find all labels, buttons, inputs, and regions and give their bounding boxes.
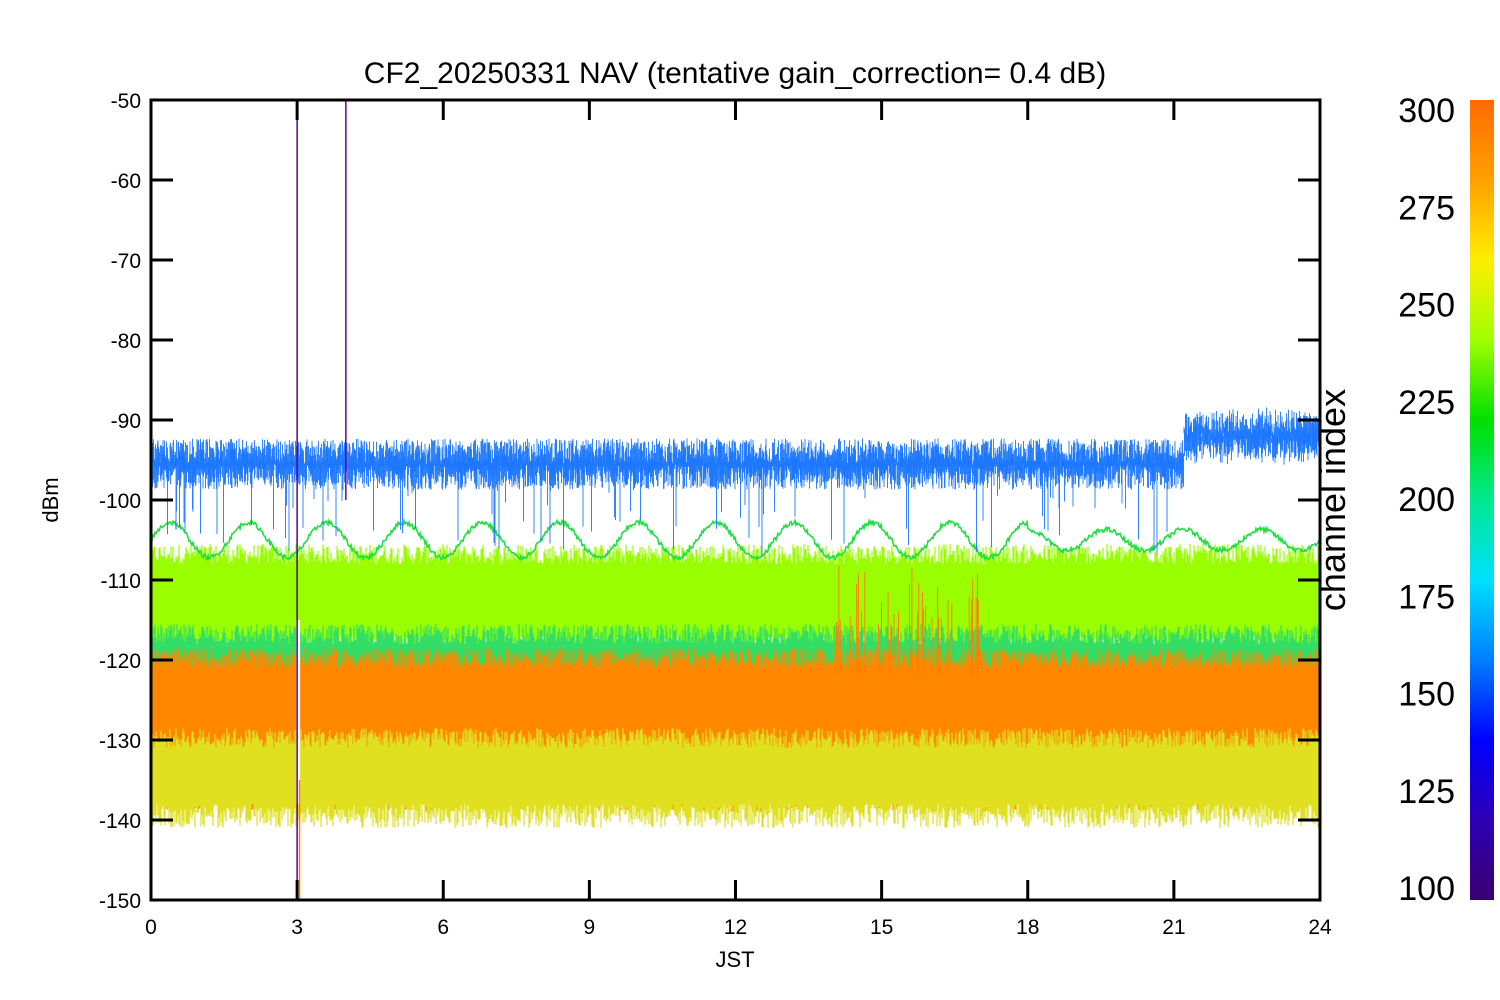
y-tick-label: -70 (111, 250, 141, 273)
y-axis: -50 -60 -70 -80 -90 -100 -110 -120 -130 -140 -150 (99, 90, 1320, 913)
colorbar-tick-label: 125 (1398, 773, 1455, 811)
x-axis: 0 3 6 9 12 15 18 21 24 (145, 100, 1332, 939)
x-tick-label: 12 (724, 916, 747, 939)
series-ch255-band (151, 544, 1320, 660)
colorbar-tick-label: 175 (1398, 578, 1455, 616)
x-tick-label: 18 (1016, 916, 1039, 939)
colorbar (1470, 100, 1494, 900)
x-tick-label: 0 (145, 916, 157, 939)
x-tick-label: 15 (870, 916, 893, 939)
series-ch230 (151, 728, 1320, 828)
x-axis-label: JST (715, 947, 754, 972)
y-tick-label: -60 (111, 170, 141, 193)
y-axis-label: dBm (38, 477, 63, 522)
x-tick-label: 6 (437, 916, 449, 939)
colorbar-tick-label: 300 (1398, 92, 1455, 130)
colorbar-tick-label: 200 (1398, 481, 1455, 519)
y-tick-label: -90 (111, 410, 141, 433)
colorbar-tick-label: 225 (1398, 384, 1455, 422)
y-tick-label: -100 (99, 490, 141, 513)
data-gap (296, 620, 301, 804)
y-tick-label: -130 (99, 730, 141, 753)
colorbar-axis: 300 275 250 225 200 175 150 125 100 (1398, 92, 1455, 908)
y-tick-label: -120 (99, 650, 141, 673)
x-tick-label: 24 (1308, 916, 1332, 939)
series-ch230-band (151, 728, 1320, 828)
colorbar-tick-label: 150 (1398, 676, 1455, 714)
x-tick-label: 3 (291, 916, 303, 939)
y-tick-label: -50 (111, 90, 141, 113)
plot-area (151, 100, 1320, 900)
series-ch255 (151, 544, 1320, 660)
colorbar-tick-label: 275 (1398, 189, 1455, 227)
y-tick-label: -110 (101, 570, 141, 593)
colorbar-tick-label: 250 (1398, 287, 1455, 325)
chart-title: CF2_20250331 NAV (tentative gain_correct… (364, 57, 1106, 90)
y-tick-label: -80 (111, 330, 141, 353)
x-tick-label: 9 (584, 916, 596, 939)
x-tick-label: 21 (1162, 916, 1185, 939)
y-tick-label: -140 (99, 810, 141, 833)
colorbar-tick-label: 100 (1398, 870, 1455, 908)
series-ch215 (151, 517, 1320, 562)
orange-spikes (836, 565, 980, 676)
colorbar-title: channel index (1312, 389, 1353, 611)
y-tick-label: -150 (99, 890, 141, 913)
series-ch150 (151, 407, 1320, 555)
